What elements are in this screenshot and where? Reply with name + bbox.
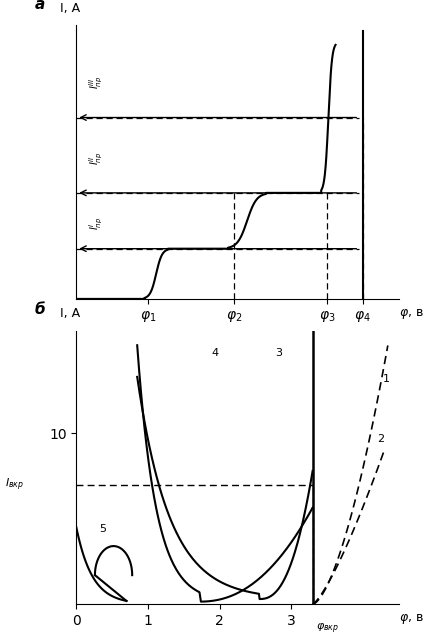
Text: 3: 3 — [276, 349, 282, 358]
Text: $\varphi_{вкр}$: $\varphi_{вкр}$ — [316, 621, 339, 635]
X-axis label: $\varphi$, в: $\varphi$, в — [399, 307, 424, 321]
X-axis label: $\varphi$, в: $\varphi$, в — [399, 612, 424, 626]
Text: 5: 5 — [99, 525, 106, 534]
Text: 1: 1 — [383, 374, 390, 384]
Text: $I_{вкр}$: $I_{вкр}$ — [6, 476, 25, 493]
Text: 4: 4 — [211, 349, 218, 358]
Text: a: a — [34, 0, 45, 12]
Text: $I_{пр}^{II}$: $I_{пр}^{II}$ — [88, 151, 105, 165]
Text: $I_{пр}^{I}$: $I_{пр}^{I}$ — [88, 217, 105, 230]
Text: 2: 2 — [377, 434, 384, 444]
Text: б: б — [34, 302, 45, 317]
Y-axis label: I, A: I, A — [60, 307, 80, 320]
Y-axis label: I, A: I, A — [60, 1, 80, 15]
Text: $I_{пр}^{III}$: $I_{пр}^{III}$ — [88, 76, 105, 89]
